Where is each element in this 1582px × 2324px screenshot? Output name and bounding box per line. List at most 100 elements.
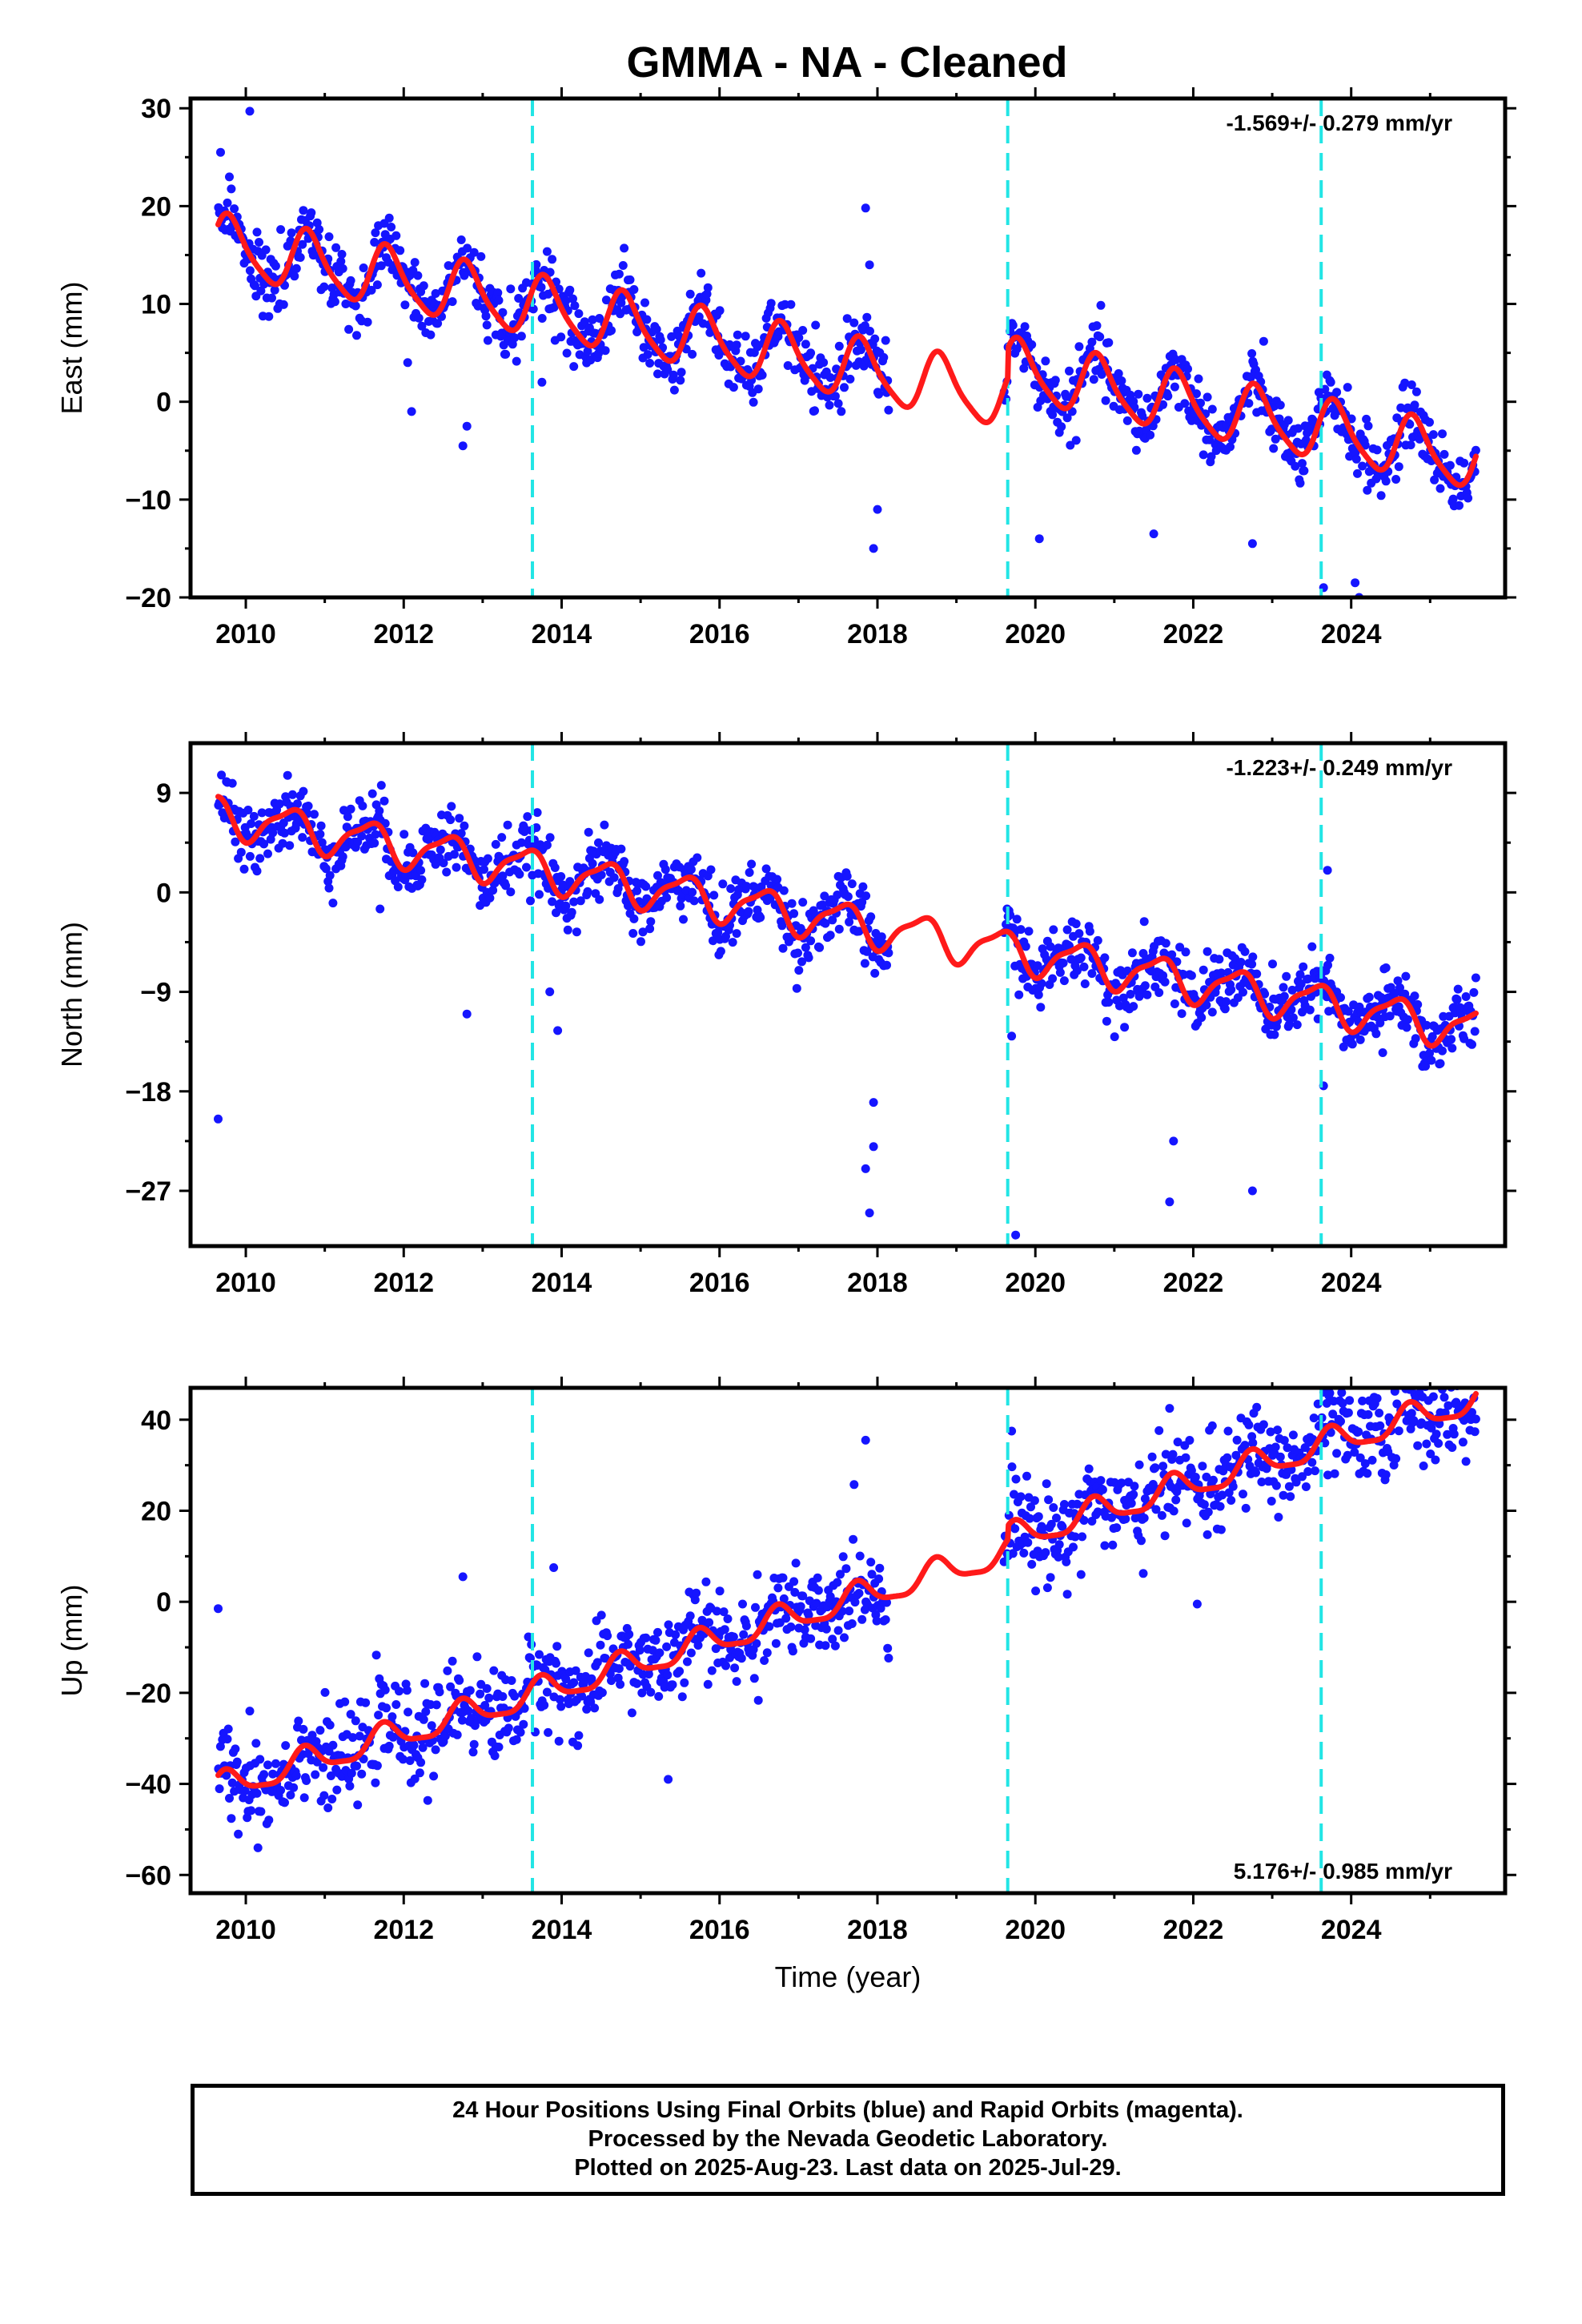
north-data-point [1447, 1035, 1456, 1044]
east-data-point [512, 356, 521, 366]
up-data-point [504, 1723, 513, 1733]
east-data-point [299, 206, 308, 215]
up-data-point [251, 1739, 261, 1748]
up-data-point [1399, 1377, 1408, 1386]
north-data-point [522, 862, 531, 872]
east-data-point [1207, 404, 1217, 414]
east-data-point [1196, 398, 1205, 408]
north-data-point [1049, 925, 1058, 935]
north-y-tick-label: 0 [156, 878, 171, 908]
north-data-point [370, 838, 379, 848]
north-data-point [1058, 959, 1068, 967]
north-data-point [1048, 974, 1058, 983]
up-data-point [234, 1829, 243, 1839]
north-data-point [247, 819, 256, 828]
up-data-point [867, 1570, 877, 1579]
east-data-point [315, 225, 324, 234]
north-data-point [857, 898, 867, 907]
north-data-point [1287, 985, 1297, 995]
up-data-point [1288, 1430, 1298, 1440]
up-data-point [1286, 1492, 1295, 1502]
east-data-point [874, 389, 884, 399]
north-data-point [491, 839, 500, 849]
up-y-tick-label: −60 [125, 1860, 171, 1891]
north-data-point [1071, 919, 1081, 929]
east-data-point [532, 259, 541, 269]
east-data-point [1471, 445, 1480, 455]
up-data-point [1008, 1549, 1018, 1558]
east-data-point [1101, 396, 1110, 405]
east-data-point [1027, 340, 1037, 349]
up-data-point [1303, 1467, 1313, 1476]
up-data-point [675, 1667, 685, 1676]
up-data-point [1239, 1490, 1247, 1499]
up-data-point [841, 1564, 851, 1574]
up-panel: 2010 2012 2014 2016 2018 2020 2022 2024 40 20 0 −20… [55, 1377, 1516, 1993]
north-data-point [480, 865, 488, 875]
up-data-point [256, 1807, 266, 1816]
north-data-point [1410, 991, 1419, 1001]
up-data-point [320, 1687, 330, 1697]
north-data-point [1203, 947, 1212, 956]
north-data-point [638, 927, 648, 937]
north-data-point [1236, 958, 1246, 967]
up-data-point [833, 1626, 843, 1635]
up-data-point [753, 1570, 762, 1579]
north-data-point [1129, 1002, 1138, 1011]
up-data-point [1161, 1449, 1170, 1459]
up-data-point [1168, 1449, 1178, 1459]
east-x-tick-label: 2024 [1321, 619, 1382, 649]
up-data-point [448, 1656, 457, 1666]
north-data-point [488, 886, 498, 895]
north-data-point [693, 853, 702, 862]
north-data-point [645, 924, 655, 934]
north-data-point [1268, 959, 1277, 969]
up-data-point [464, 1706, 473, 1715]
up-data-point [1087, 1517, 1097, 1526]
up-data-point [1400, 1378, 1409, 1387]
up-x-tick-label: 2012 [373, 1915, 434, 1945]
north-data-point [283, 770, 292, 780]
up-data-point [247, 1806, 256, 1815]
up-data-point [1059, 1500, 1069, 1509]
up-data-point [1322, 1398, 1331, 1408]
east-data-point [741, 332, 750, 341]
up-data-point [472, 1652, 482, 1662]
up-data-point [1070, 1532, 1080, 1542]
up-data-point [232, 1757, 242, 1767]
east-data-point [865, 327, 874, 336]
east-data-point [1194, 374, 1203, 384]
up-data-point [405, 1756, 415, 1765]
up-data-point [516, 1727, 525, 1737]
up-data-point [1199, 1500, 1209, 1510]
north-data-point [436, 845, 445, 854]
up-data-point [739, 1630, 749, 1639]
north-trend-line [215, 794, 1479, 1049]
north-data-point [1014, 990, 1024, 999]
up-data-point [571, 1666, 580, 1675]
up-data-point [289, 1783, 299, 1792]
east-data-point [363, 317, 372, 327]
up-data-point [524, 1632, 533, 1642]
north-data-point [550, 863, 560, 872]
north-data-point [726, 884, 736, 894]
up-data-point [395, 1687, 404, 1696]
up-y-tick-label: 0 [156, 1587, 171, 1618]
east-velocity-label: -1.569+/- 0.279 mm/yr [1226, 111, 1452, 135]
north-data-point [628, 929, 638, 938]
east-data-point [729, 383, 738, 392]
up-data-point [351, 1716, 360, 1726]
up-data-point [1422, 1439, 1431, 1449]
east-data-point [1020, 322, 1030, 332]
up-data-point [705, 1618, 714, 1627]
up-data-point [542, 1687, 552, 1697]
north-data-point [636, 937, 645, 947]
up-data-point [1259, 1420, 1268, 1429]
north-data-point [728, 938, 737, 947]
north-data-point [1438, 1046, 1447, 1055]
east-data-point [1299, 466, 1309, 476]
north-data-point [498, 871, 508, 881]
east-outlier-point [403, 358, 412, 368]
east-data-point [1394, 462, 1403, 472]
north-data-point [629, 914, 639, 923]
